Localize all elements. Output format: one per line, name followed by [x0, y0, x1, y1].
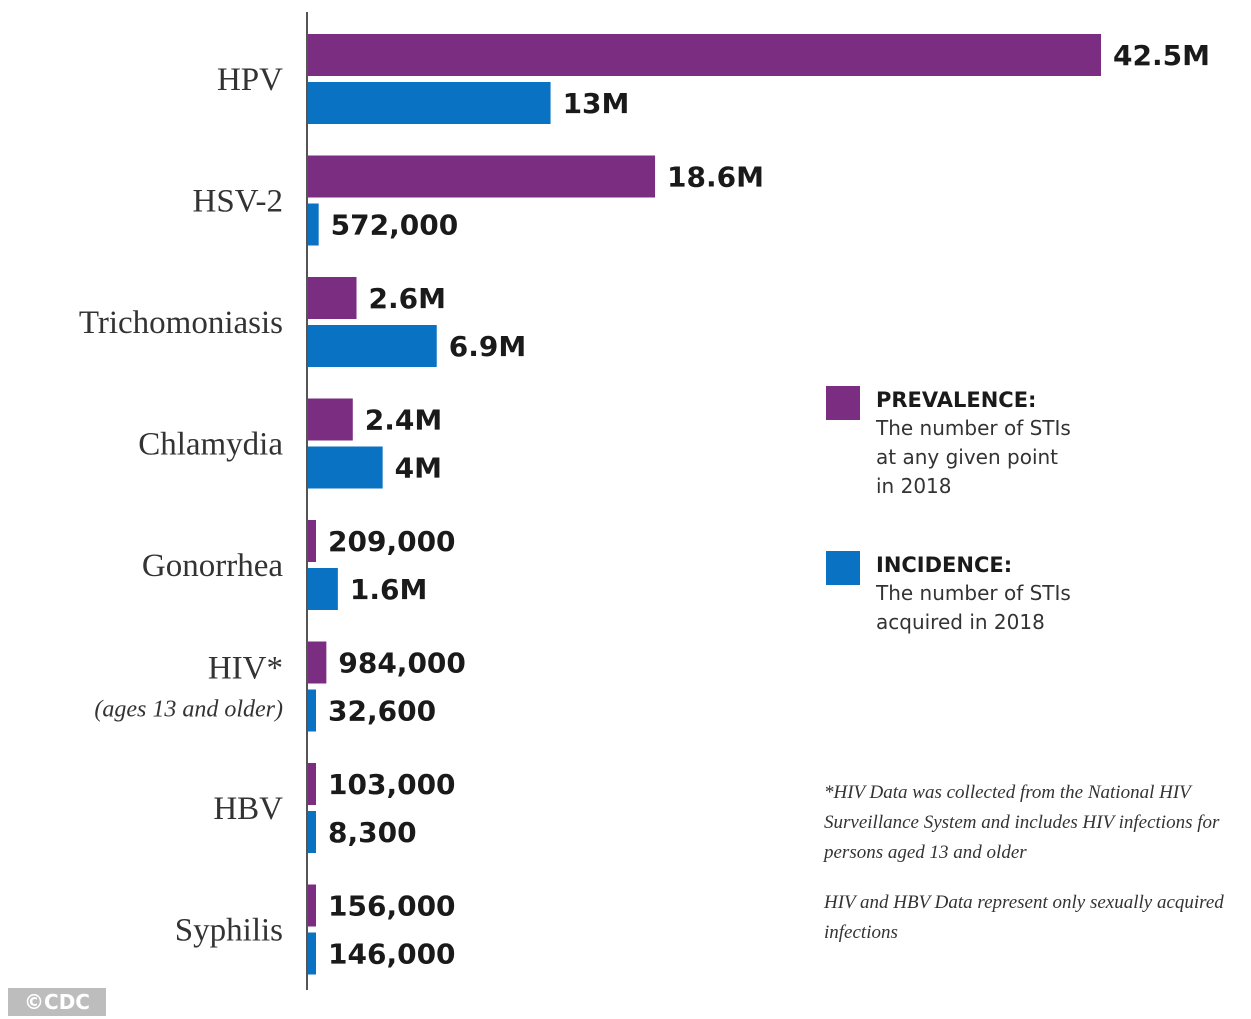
value-label-gonorrhea-prevalence: 209,000	[328, 525, 456, 558]
bar-hiv-prevalence	[308, 641, 327, 684]
cdc-credit-badge: ©CDC	[8, 988, 106, 1016]
category-label-hbv: HBV	[213, 791, 283, 827]
value-label-trichomoniasis-incidence: 6.9M	[449, 330, 526, 363]
value-label-hbv-prevalence: 103,000	[328, 768, 456, 801]
category-sublabel-hiv: (ages 13 and older)	[94, 697, 283, 723]
value-label-chlamydia-incidence: 4M	[395, 452, 442, 485]
bar-hsv-2-incidence	[308, 203, 319, 246]
value-label-hsv-2-prevalence: 18.6M	[667, 161, 764, 194]
bar-trichomoniasis-incidence	[308, 325, 437, 367]
footnote-hiv-source: *HIV Data was collected from the Nationa…	[824, 782, 1220, 863]
bar-gonorrhea-prevalence	[308, 520, 316, 562]
category-label-hiv: HIV*	[208, 651, 283, 687]
value-label-syphilis-incidence: 146,000	[328, 938, 456, 971]
legend-title-incidence: INCIDENCE:	[876, 553, 1013, 577]
bar-chlamydia-incidence	[308, 446, 383, 489]
value-label-chlamydia-prevalence: 2.4M	[365, 404, 442, 437]
category-label-gonorrhea: Gonorrhea	[142, 548, 283, 584]
legend-desc-prevalence: The number of STIs at any given point in…	[876, 416, 1071, 498]
legend-swatch-prevalence	[826, 386, 860, 420]
footnote-sexually-acquired: HIV and HBV Data represent only sexually…	[824, 892, 1224, 943]
value-label-hiv-incidence: 32,600	[328, 695, 436, 728]
bar-chlamydia-prevalence	[308, 398, 353, 441]
value-label-hsv-2-incidence: 572,000	[331, 209, 459, 242]
labels-group: HPV 42.5M 13M HSV-2 18.6M 572,000 Trichomonias…	[79, 39, 1210, 971]
bar-hbv-prevalence	[308, 763, 316, 805]
value-label-hbv-incidence: 8,300	[328, 816, 417, 849]
value-label-syphilis-prevalence: 156,000	[328, 890, 456, 923]
bar-hiv-incidence	[308, 689, 316, 732]
bar-syphilis-incidence	[308, 932, 316, 975]
bar-hbv-incidence	[308, 811, 316, 853]
bar-hpv-prevalence	[308, 34, 1101, 76]
value-label-hpv-incidence: 13M	[563, 87, 630, 120]
legend-swatch-incidence	[826, 551, 860, 585]
value-label-trichomoniasis-prevalence: 2.6M	[369, 282, 446, 315]
bar-trichomoniasis-prevalence	[308, 277, 357, 319]
bar-hpv-incidence	[308, 82, 551, 124]
bars-group	[308, 34, 1101, 975]
bar-syphilis-prevalence	[308, 884, 316, 927]
category-label-hsv-2: HSV-2	[193, 184, 283, 220]
value-label-hpv-prevalence: 42.5M	[1113, 39, 1210, 72]
legend-desc-incidence: The number of STIs acquired in 2018	[876, 581, 1071, 634]
category-label-chlamydia: Chlamydia	[138, 427, 283, 463]
value-label-hiv-prevalence: 984,000	[338, 647, 466, 680]
category-label-hpv: HPV	[217, 62, 283, 98]
legend-title-prevalence: PREVALENCE:	[876, 388, 1037, 412]
bar-gonorrhea-incidence	[308, 568, 338, 610]
category-label-trichomoniasis: Trichomoniasis	[79, 305, 283, 341]
bar-hsv-2-prevalence	[308, 155, 656, 198]
category-label-syphilis: Syphilis	[175, 913, 283, 949]
value-label-gonorrhea-incidence: 1.6M	[350, 573, 427, 606]
